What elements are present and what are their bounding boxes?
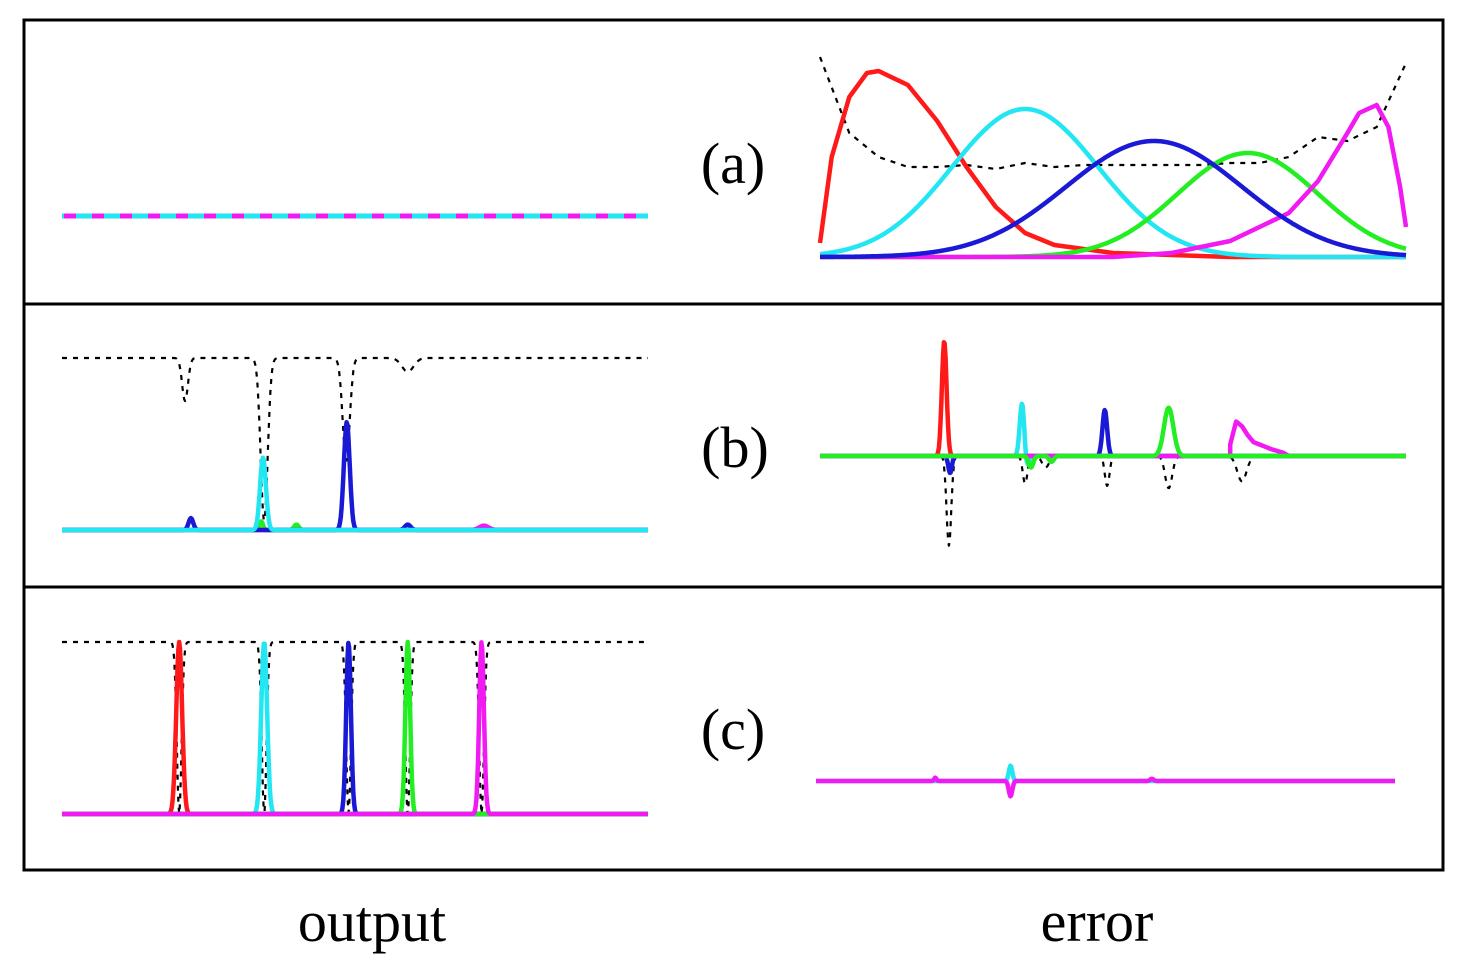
output-column-label: output: [298, 889, 446, 954]
series-dotted-line: [61, 640, 649, 816]
panel-c-label: (c): [701, 697, 765, 762]
series-cyan-line: [60, 455, 650, 533]
panel-c-frame: [22, 585, 1445, 872]
series-green-line: [818, 405, 1408, 470]
chart-c-error: [814, 763, 1397, 799]
plots-layer: [60, 56, 1409, 817]
series-magenta-line: [814, 775, 1397, 799]
error-column-label: error: [1041, 889, 1154, 954]
chart-a-error: [817, 56, 1409, 260]
series-magenta-line: [820, 419, 1406, 459]
series-blue-line: [818, 138, 1408, 260]
panel-b-label: (b): [701, 415, 769, 480]
chart-b-error: [818, 339, 1408, 547]
panel-a-label: (a): [701, 131, 765, 196]
series-dotted-line: [61, 356, 649, 522]
series-dotted-line: [818, 56, 1408, 171]
series-cyan-line: [818, 106, 1408, 260]
chart-c-output: [60, 639, 650, 817]
series-magenta-line: [60, 640, 650, 817]
chart-b-output: [60, 356, 650, 533]
series-red-line: [817, 68, 1406, 260]
series-magenta-line: [820, 102, 1409, 260]
